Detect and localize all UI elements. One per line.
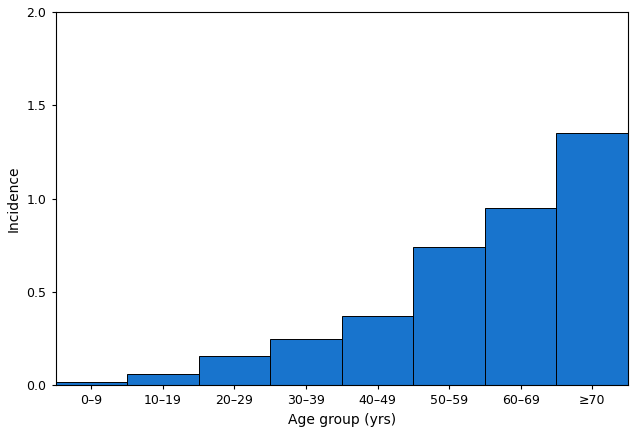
Bar [127,374,199,385]
Bar [485,208,556,385]
Bar [55,382,127,385]
Bar [556,133,628,385]
Bar [199,355,271,385]
Bar [271,339,342,385]
X-axis label: Age group (yrs): Age group (yrs) [288,413,396,427]
Bar [342,316,413,385]
Bar [413,247,485,385]
Y-axis label: Incidence: Incidence [7,165,21,232]
